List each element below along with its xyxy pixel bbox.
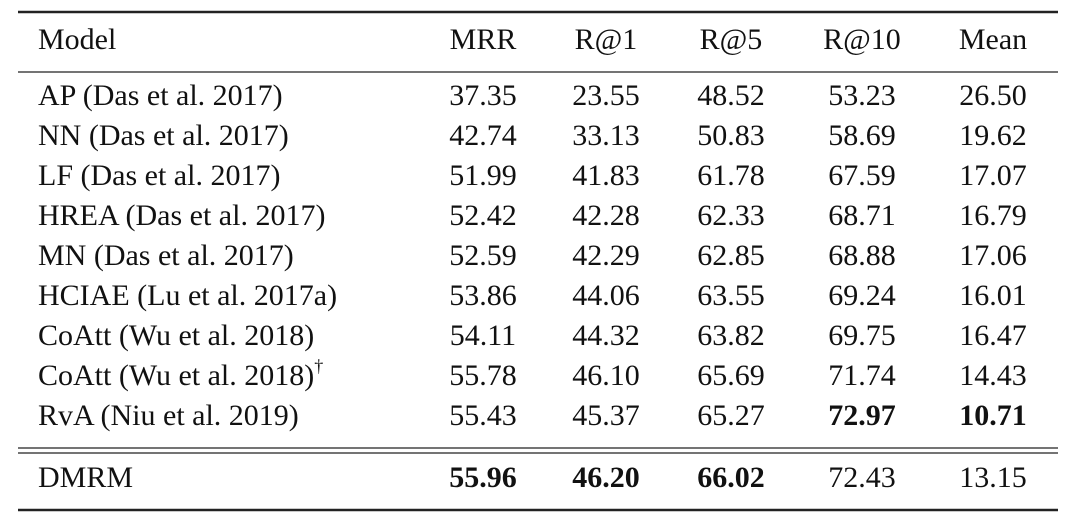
footnote-mark: † [314, 356, 323, 376]
metric-value: 46.20 [572, 461, 640, 494]
metric-value: 10.71 [959, 399, 1027, 432]
metric-value: 16.01 [959, 279, 1027, 312]
model-name: RvA (Niu et al. 2019) [38, 399, 299, 432]
metric-value: 42.29 [572, 239, 640, 272]
metric-value: 53.23 [828, 79, 896, 112]
metric-value: 16.79 [959, 199, 1027, 232]
metric-value: 45.37 [572, 399, 640, 432]
metric-value: 33.13 [572, 119, 640, 152]
metric-value: 44.32 [572, 319, 640, 352]
column-header: R@1 [575, 23, 638, 56]
model-name: HREA (Das et al. 2017) [38, 199, 325, 232]
metric-value: 46.10 [572, 359, 640, 392]
model-name: MN (Das et al. 2017) [38, 239, 294, 272]
column-header: MRR [450, 23, 517, 56]
model-name: DMRM [38, 461, 133, 494]
metric-value: 41.83 [572, 159, 640, 192]
metric-value: 42.28 [572, 199, 640, 232]
metric-value: 50.83 [697, 119, 765, 152]
model-name: CoAtt (Wu et al. 2018)† [38, 356, 323, 392]
metric-value: 17.07 [959, 159, 1027, 192]
metric-value: 51.99 [449, 159, 517, 192]
metric-value: 58.69 [828, 119, 896, 152]
metric-value: 16.47 [959, 319, 1027, 352]
metric-value: 26.50 [959, 79, 1027, 112]
model-name: AP (Das et al. 2017) [38, 79, 283, 112]
metric-value: 68.88 [828, 239, 896, 272]
metric-value: 55.43 [449, 399, 517, 432]
metric-value: 55.78 [449, 359, 517, 392]
metric-value: 63.55 [697, 279, 765, 312]
metric-value: 69.75 [828, 319, 896, 352]
metric-value: 23.55 [572, 79, 640, 112]
metric-value: 65.27 [697, 399, 765, 432]
metric-value: 55.96 [449, 461, 517, 494]
metric-value: 63.82 [697, 319, 765, 352]
metric-value: 69.24 [828, 279, 896, 312]
metric-value: 42.74 [449, 119, 517, 152]
metric-value: 72.97 [828, 399, 896, 432]
column-header: R@10 [823, 23, 901, 56]
metric-value: 48.52 [697, 79, 765, 112]
metric-value: 44.06 [572, 279, 640, 312]
metric-value: 71.74 [828, 359, 896, 392]
metric-value: 66.02 [697, 461, 765, 494]
model-name: LF (Das et al. 2017) [38, 159, 280, 192]
metric-value: 52.59 [449, 239, 517, 272]
metric-value: 14.43 [959, 359, 1027, 392]
metric-value: 61.78 [697, 159, 765, 192]
metric-value: 52.42 [449, 199, 517, 232]
model-name: NN (Das et al. 2017) [38, 119, 289, 152]
metric-value: 13.15 [959, 461, 1027, 494]
metric-value: 53.86 [449, 279, 517, 312]
metric-value: 62.85 [697, 239, 765, 272]
metric-value: 19.62 [959, 119, 1027, 152]
metric-value: 37.35 [449, 79, 517, 112]
metric-value: 62.33 [697, 199, 765, 232]
model-name: CoAtt (Wu et al. 2018) [38, 319, 314, 352]
model-name: HCIAE (Lu et al. 2017a) [38, 279, 337, 312]
metric-value: 67.59 [828, 159, 896, 192]
column-header: R@5 [700, 23, 763, 56]
metric-value: 54.11 [450, 319, 516, 352]
metric-value: 65.69 [697, 359, 765, 392]
metric-value: 17.06 [959, 239, 1027, 272]
column-header: Mean [959, 23, 1027, 56]
column-header: Model [38, 23, 116, 56]
metric-value: 68.71 [828, 199, 896, 232]
metric-value: 72.43 [828, 461, 896, 494]
